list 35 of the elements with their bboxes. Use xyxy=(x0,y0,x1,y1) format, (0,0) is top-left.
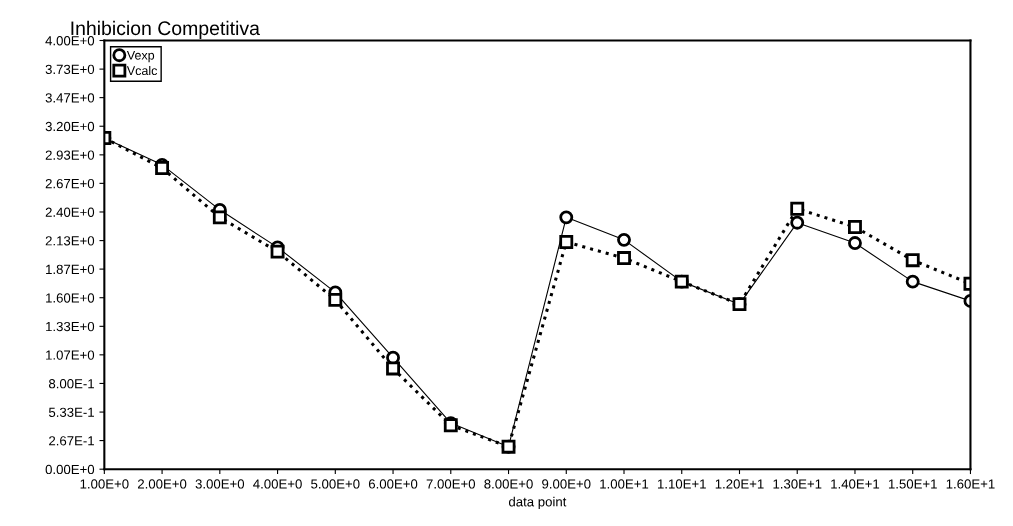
x-tick-label: 1.10E+1 xyxy=(657,479,706,489)
x-tick-label: 1.60E+1 xyxy=(946,479,995,489)
x-tick-label: 1.20E+1 xyxy=(715,479,764,489)
x-tick-label: 1.00E+1 xyxy=(600,479,649,489)
y-tick-label: 5.33E-1 xyxy=(48,407,94,417)
x-tick-label: 4.00E+0 xyxy=(253,479,302,489)
x-axis-title: data point xyxy=(508,496,567,510)
legend-label: Vexp xyxy=(126,50,155,63)
y-tick-label: 2.93E+0 xyxy=(45,150,95,160)
x-tick-label: 6.00E+0 xyxy=(368,479,418,489)
y-tick-label: 1.60E+0 xyxy=(46,293,95,303)
y-tick-label: 1.33E+0 xyxy=(46,321,95,332)
y-tick-label: 2.13E+0 xyxy=(45,236,95,246)
x-tick-label: 8.00E+0 xyxy=(484,479,533,489)
x-tick-label: 9.00E+0 xyxy=(542,479,591,489)
y-tick-label: 8.00E-1 xyxy=(48,379,94,389)
x-tick-label: 1.40E+1 xyxy=(831,479,880,489)
y-tick-label: 2.40E+0 xyxy=(45,207,95,217)
x-tick-label: 1.30E+1 xyxy=(773,479,822,489)
x-tick-label: 5.00E+0 xyxy=(311,479,360,489)
y-tick-label: 3.73E+0 xyxy=(45,64,95,75)
y-tick-label: 4.00E+0 xyxy=(45,36,95,46)
y-tick-label: 1.87E+0 xyxy=(46,264,95,275)
x-tick-label: 1.00E+0 xyxy=(80,479,129,489)
y-tick-label: 3.47E+0 xyxy=(45,93,95,103)
y-tick-label: 3.20E+0 xyxy=(45,121,95,132)
x-tick-label: 7.00E+0 xyxy=(426,479,476,489)
legend-label: Vcalc xyxy=(126,65,158,76)
x-tick-label: 2.00E+0 xyxy=(137,479,187,489)
y-tick-label: 0.00E+0 xyxy=(45,464,95,475)
y-tick-label: 2.67E-1 xyxy=(49,436,94,446)
y-tick-label: 1.07E+0 xyxy=(46,350,95,360)
x-tick-label: 1.50E+1 xyxy=(888,479,937,489)
y-tick-label: 2.67E+0 xyxy=(45,178,95,189)
x-tick-label: 3.00E+0 xyxy=(195,479,245,489)
